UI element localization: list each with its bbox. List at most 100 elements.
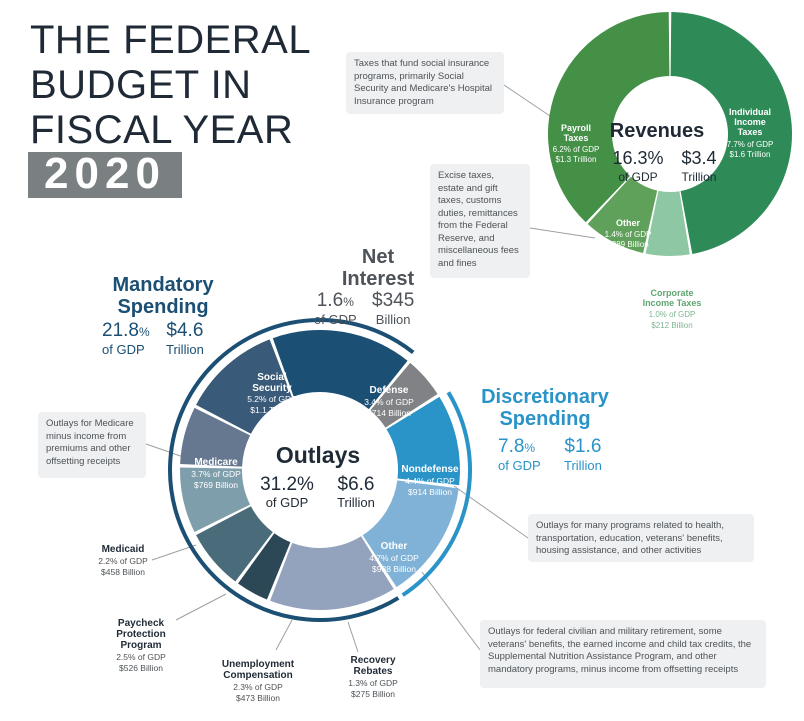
mandatory-title-2: Spending — [117, 296, 209, 318]
mandatory-amount-unit: Trillion — [166, 342, 204, 357]
label-medicare-amt: $769 Billion — [194, 480, 238, 490]
label-medicaid-pct: 2.2% of GDP — [98, 556, 148, 566]
label-payroll-2: Taxes — [564, 133, 589, 143]
leader-medicaid — [151, 544, 197, 561]
label-other-outlays: Other — [381, 541, 408, 552]
label-medicare-pct: 3.7% of GDP — [191, 469, 241, 479]
note-nondefense: Outlays for many programs related to hea… — [528, 514, 754, 562]
slice-individual-income-taxes — [670, 12, 792, 254]
revenues-amount-unit: Trillion — [682, 170, 717, 184]
mandatory-pct-sign: % — [138, 325, 150, 339]
net-interest-title-1: Net — [361, 246, 395, 268]
mandatory-title-1: Mandatory — [112, 274, 214, 296]
label-medicaid: Medicaid — [102, 544, 145, 555]
note-other-revenue: Excise taxes, estate and gift taxes, cus… — [430, 164, 530, 278]
label-other-revenue-pct: 1.4% of GDP — [605, 230, 652, 239]
label-nondefense: Nondefense — [401, 464, 459, 475]
title-line-2: BUDGET IN — [30, 63, 252, 107]
revenues-pct-unit: of GDP — [618, 170, 657, 184]
discretionary-amount-block: $1.6 Trillion — [564, 436, 602, 473]
outlay-outer-labels: Recovery Rebates 1.3% of GDP $275 Billio… — [98, 288, 701, 703]
note-payroll: Taxes that fund social insurance program… — [346, 52, 504, 114]
discretionary-ring — [401, 391, 472, 597]
label-medicaid-amt: $458 Billion — [101, 567, 145, 577]
slice-medicare — [196, 339, 292, 434]
leader-recovery — [347, 621, 359, 653]
slice-paycheck-protection-program — [179, 467, 251, 533]
leader-unemployment — [275, 619, 293, 651]
outlays-pct: 31.2% — [260, 474, 314, 495]
label-corporate-1: Corporate — [650, 288, 693, 298]
label-ppp-amt: $526 Billion — [119, 663, 163, 673]
label-individual-2: Income — [734, 117, 766, 127]
label-corporate-2: Income Taxes — [643, 298, 702, 308]
year-text: 2020 — [44, 149, 166, 198]
net-interest-pct-sign: % — [343, 295, 354, 309]
slice-social-security — [272, 330, 408, 410]
outlay-inner-labels: Social Security 5.2% of GDP $1.1 Trillio… — [191, 107, 773, 574]
mandatory-header: Mandatory Spending — [88, 274, 238, 318]
label-nondefense-amt: $914 Billion — [408, 487, 452, 497]
label-other-revenue: Other — [616, 218, 641, 228]
label-recovery-1: Recovery — [350, 655, 395, 666]
slice-net-interest — [370, 362, 438, 428]
label-ppp-3: Program — [120, 640, 161, 651]
label-payroll-1: Payroll — [561, 123, 591, 133]
net-interest-pct-block: 1.6% of GDP — [314, 290, 357, 327]
discretionary-pct-sign: % — [524, 441, 536, 455]
label-payroll-pct: 6.2% of GDP — [553, 145, 600, 154]
label-individual-pct: 7.7% of GDP — [727, 140, 774, 149]
revenues-title: Revenues — [610, 120, 705, 142]
slice-payroll-taxes — [547, 12, 670, 223]
discretionary-pct-block: 7.8% of GDP — [498, 436, 541, 473]
label-unemployment-1: Unemployment — [222, 659, 295, 670]
mandatory-pct-block: 21.8% of GDP — [102, 320, 150, 357]
note-other-outlays: Outlays for federal civilian and militar… — [480, 620, 766, 688]
leader-other-revenue — [529, 227, 596, 239]
label-recovery-amt: $275 Billion — [351, 689, 395, 699]
label-ppp-pct: 2.5% of GDP — [116, 652, 166, 662]
year-badge — [28, 152, 182, 198]
label-unemployment-2: Compensation — [223, 670, 292, 681]
discretionary-title-2: Spending — [499, 408, 591, 430]
label-other-outlays-pct: 4.7% of GDP — [369, 553, 419, 563]
discretionary-amount: $1.6 — [564, 436, 602, 457]
slice-other — [587, 176, 658, 253]
net-interest-pct: 1.6 — [316, 290, 344, 311]
slice-corporate-income-taxes — [645, 190, 690, 256]
label-unemployment-pct: 2.3% of GDP — [233, 682, 283, 692]
label-payroll-amt: $1.3 Trillion — [556, 155, 597, 164]
revenues-pct: 16.3% — [612, 148, 663, 168]
label-social-security-amt: $1.1 Trillion — [250, 405, 294, 415]
revenues-donut — [547, 12, 792, 256]
discretionary-amount-unit: Trillion — [564, 458, 602, 473]
net-interest-amount-unit: Billion — [375, 312, 411, 327]
outlays-amount: $6.6 — [338, 474, 375, 495]
net-interest-amount: $345 — [372, 290, 415, 311]
net-interest-pct-unit: of GDP — [314, 312, 357, 327]
mandatory-pct: 21.8 — [102, 320, 139, 341]
label-recovery-pct: 1.3% of GDP — [348, 678, 398, 688]
label-other-revenue-amt: $289 Billion — [607, 240, 648, 249]
discretionary-pct-unit: of GDP — [498, 458, 541, 473]
slice-medicaid — [180, 407, 251, 467]
outlays-donut — [179, 330, 460, 610]
label-corporate-pct: 1.0% of GDP — [649, 310, 696, 319]
revenues-amount: $3.4 — [681, 148, 716, 168]
label-corporate-amt: $212 Billion — [651, 321, 692, 330]
mandatory-ring — [168, 318, 415, 622]
label-recovery-2: Rebates — [354, 666, 393, 677]
label-social-security-1: Social — [257, 372, 287, 383]
mandatory-amount: $4.6 — [166, 320, 204, 341]
net-interest-amount-block: $345 Billion — [372, 290, 414, 327]
label-individual-amt: $1.6 Trillion — [730, 150, 771, 159]
discretionary-pct: 7.8 — [498, 436, 525, 457]
label-individual-3: Taxes — [738, 127, 763, 137]
net-interest-header: Net Interest — [318, 246, 438, 290]
label-defense-amt: $714 Billion — [367, 408, 411, 418]
label-ppp-2: Protection — [116, 629, 165, 640]
mandatory-pct-unit: of GDP — [102, 342, 145, 357]
label-ppp-1: Paycheck — [118, 618, 165, 629]
leader-payroll — [503, 84, 557, 121]
